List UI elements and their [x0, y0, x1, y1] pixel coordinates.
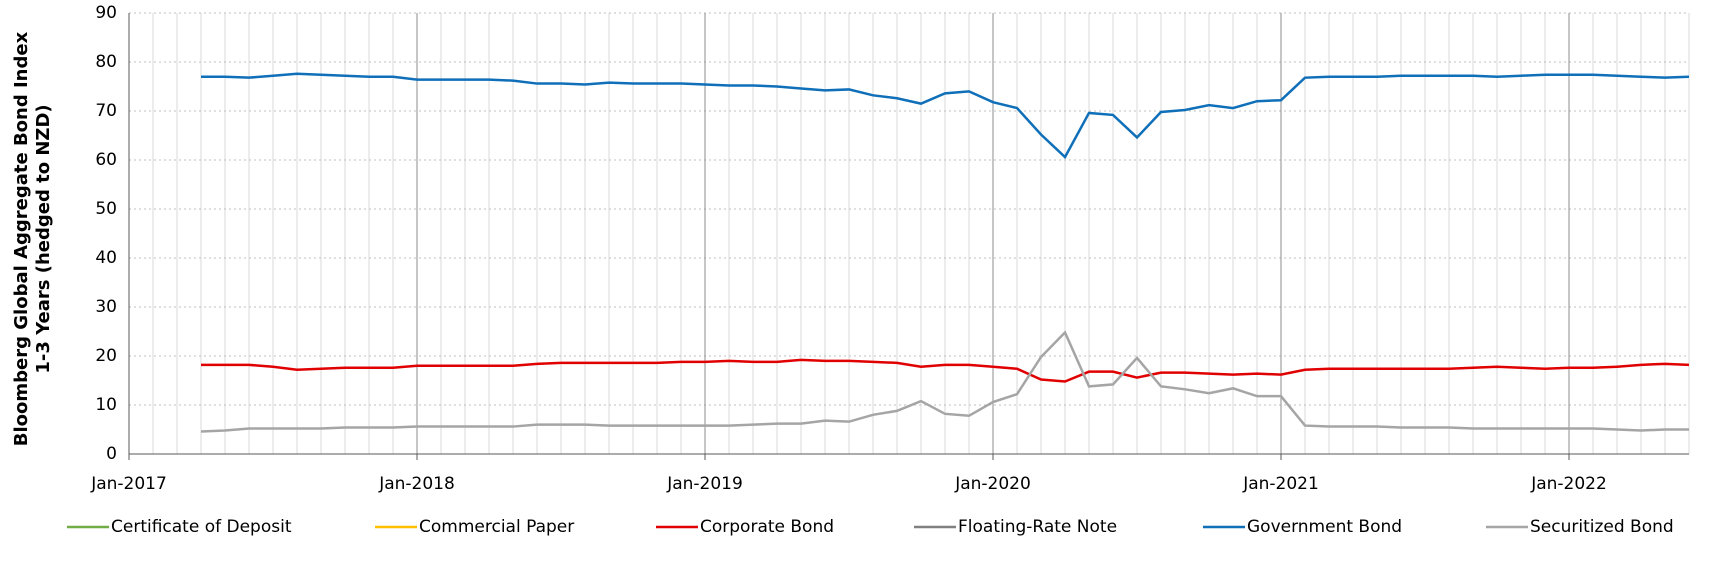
x-tick-label: Jan-2019	[666, 474, 743, 494]
y-tick-label: 40	[95, 248, 117, 268]
y-tick-label: 30	[95, 297, 117, 317]
x-tick-label: Jan-2017	[90, 474, 167, 494]
y-tick-label: 50	[95, 199, 117, 219]
x-tick-label: Jan-2022	[1530, 474, 1607, 494]
series-line	[201, 358, 1690, 383]
series-line	[200, 330, 1689, 433]
series-line	[201, 72, 1690, 160]
y-tick-label: 20	[95, 346, 117, 366]
legend-label: Certificate of Deposit	[111, 517, 292, 537]
legend-label: Government Bond	[1247, 517, 1402, 537]
y-axis-label: Bloomberg Global Aggregate Bond Index 1-…	[11, 31, 54, 447]
y-tick-label: 10	[95, 395, 117, 415]
x-tick-label: Jan-2020	[954, 474, 1031, 494]
x-tick-label: Jan-2021	[1242, 474, 1319, 494]
x-tick-label: Jan-2018	[378, 474, 455, 494]
legend-label: Floating-Rate Note	[958, 517, 1117, 537]
y-tick-label: 80	[95, 52, 117, 72]
legend-label: Securitized Bond	[1530, 517, 1674, 537]
legend-label: Corporate Bond	[700, 517, 834, 537]
legend-label: Commercial Paper	[419, 517, 574, 537]
y-tick-label: 60	[95, 150, 117, 170]
y-tick-label: 70	[95, 101, 117, 121]
y-tick-label: 90	[95, 3, 117, 23]
y-tick-label: 0	[106, 444, 117, 464]
